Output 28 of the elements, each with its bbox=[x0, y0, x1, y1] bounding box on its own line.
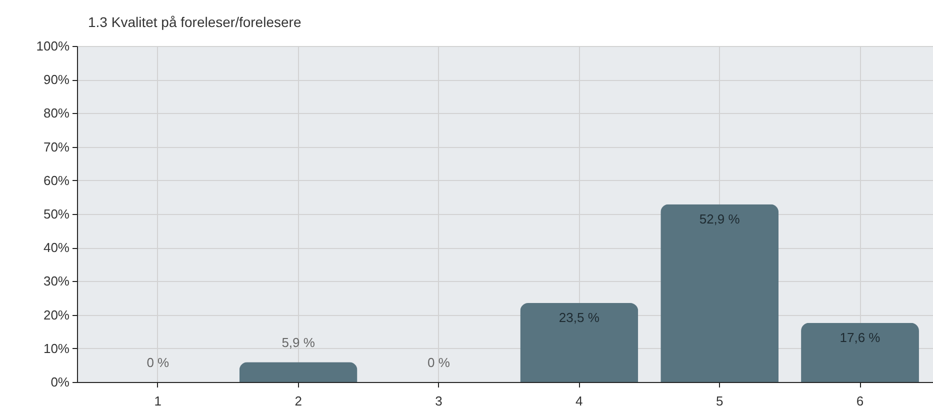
y-tick-label: 60% bbox=[43, 172, 70, 188]
y-tick-label: 40% bbox=[43, 240, 70, 256]
y-tick-label: 70% bbox=[43, 139, 70, 154]
bar bbox=[801, 322, 919, 382]
data-label: 52,9 % bbox=[699, 211, 740, 226]
x-tick-label: 4 bbox=[576, 394, 583, 408]
bar bbox=[520, 303, 638, 382]
y-tick-label: 30% bbox=[43, 274, 70, 289]
data-label: 0 % bbox=[428, 355, 450, 370]
data-label: 5,9 % bbox=[282, 335, 316, 350]
y-tick-label: 10% bbox=[43, 340, 70, 356]
data-label: 17,6 % bbox=[840, 330, 881, 345]
y-tick-label: 100% bbox=[36, 38, 70, 54]
x-tick-label: 3 bbox=[435, 394, 442, 408]
y-tick-label: 90% bbox=[43, 72, 70, 88]
data-label: 23,5 % bbox=[558, 310, 600, 326]
y-tick-label: 20% bbox=[43, 307, 70, 322]
y-tick-label: 80% bbox=[43, 106, 70, 121]
x-tick-label: 2 bbox=[294, 394, 302, 408]
data-label: 0 % bbox=[146, 355, 170, 370]
y-tick-label: 50% bbox=[43, 206, 70, 222]
y-tick-label: 0% bbox=[50, 374, 70, 390]
bar bbox=[660, 204, 779, 382]
bar bbox=[239, 362, 358, 382]
x-tick-label: 5 bbox=[716, 394, 724, 408]
x-tick-label: 6 bbox=[856, 394, 864, 408]
chart-title: 1.3 Kvalitet på foreleser/forelesere bbox=[88, 14, 302, 30]
x-tick-label: 1 bbox=[154, 394, 162, 408]
